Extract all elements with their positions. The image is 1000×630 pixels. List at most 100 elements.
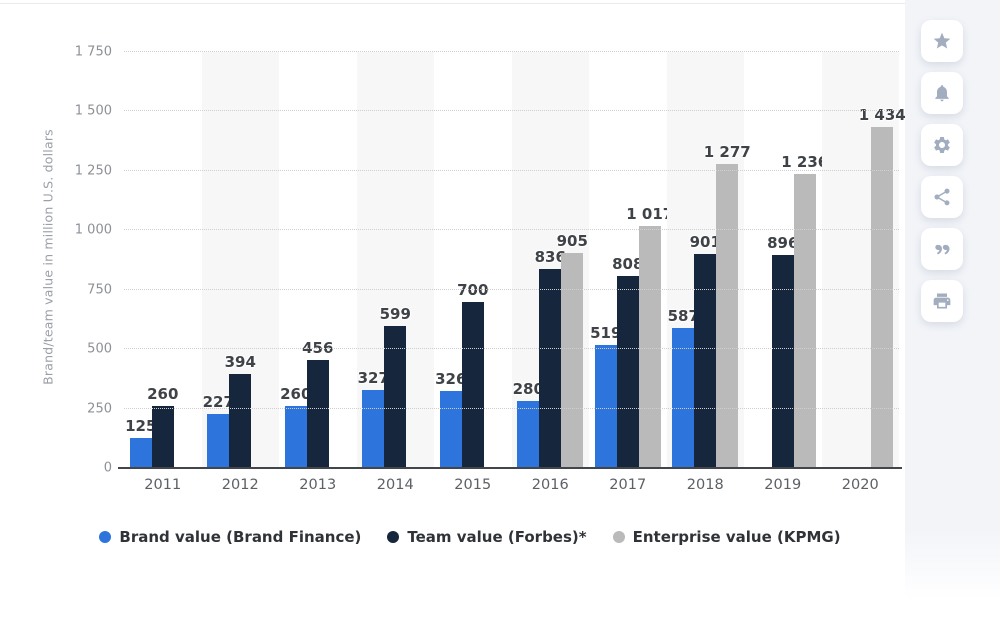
- action-sidebar: [905, 0, 1000, 600]
- legend-item[interactable]: Team value (Forbes)*: [387, 528, 587, 546]
- column-band-2017: 519 808 1 017: [589, 52, 673, 468]
- legend-item[interactable]: Enterprise value (KPMG): [612, 528, 841, 546]
- bar-value-label: 599: [379, 304, 411, 323]
- chart-legend: Brand value (Brand Finance) Team value (F…: [0, 528, 940, 546]
- bar-value-label: 326: [435, 369, 467, 388]
- legend-label: Brand value (Brand Finance): [119, 528, 362, 546]
- legend-label: Enterprise value (KPMG): [632, 528, 841, 546]
- bell-icon: [935, 85, 949, 102]
- gridline-1500: [124, 110, 899, 112]
- bar-value-label: 519: [590, 323, 622, 342]
- chart-container: Brand/team value in million U.S. dollars…: [0, 45, 906, 547]
- x-axis-label-2015: 2015: [454, 477, 492, 493]
- y-tick-label-0: 0: [103, 460, 112, 476]
- bar-2013-series0[interactable]: 260: [280, 385, 311, 468]
- bar-value-label: 1 017: [626, 205, 674, 224]
- bar-value-label: 905: [556, 231, 588, 250]
- share-icon: [934, 188, 950, 206]
- settings-button[interactable]: [921, 124, 963, 166]
- bar-2011-series0[interactable]: 125: [125, 417, 156, 468]
- bar-2012-series0[interactable]: 227: [203, 393, 234, 468]
- column-band-2016: 280 836 905: [511, 52, 589, 468]
- x-axis-label-2017: 2017: [609, 477, 647, 493]
- bar-value-label: 456: [302, 338, 334, 357]
- bar-2017-series0[interactable]: 519: [590, 324, 621, 468]
- top-divider: [0, 3, 905, 4]
- bar-value-label: 836: [534, 248, 566, 267]
- bar-2016-series2[interactable]: 905: [557, 232, 588, 468]
- bar-value-label: 1 236: [781, 153, 829, 172]
- column-band-2018: 587 901 1 277: [666, 52, 751, 468]
- column-band-2019: 896 1 236: [744, 52, 828, 468]
- x-axis-label-2016: 2016: [531, 477, 569, 493]
- column-band-2015: 326 700: [434, 52, 512, 468]
- bar-value-label: 280: [512, 380, 544, 399]
- bar-value-label: 587: [667, 307, 699, 326]
- printer-icon: [933, 293, 951, 309]
- bar-2018-series2[interactable]: 1 277: [704, 143, 751, 468]
- notifications-button[interactable]: [921, 72, 963, 114]
- gridline-1250: [124, 169, 899, 171]
- bar-2019-series1[interactable]: 896: [767, 234, 798, 468]
- bar-value-label: 901: [689, 232, 721, 251]
- bar-2014-series0[interactable]: 327: [358, 369, 389, 468]
- legend-label: Team value (Forbes)*: [407, 528, 587, 546]
- bar-value-label: 125: [125, 417, 157, 436]
- legend-dot: [612, 531, 625, 543]
- y-tick-label-750: 750: [87, 282, 112, 298]
- bar-value-label: 808: [612, 254, 644, 273]
- star-icon: [933, 32, 951, 49]
- bar-2020-series2[interactable]: 1 434: [859, 106, 906, 468]
- bar-2016-series1[interactable]: 836: [535, 248, 566, 468]
- y-tick-label-500: 500: [87, 341, 112, 357]
- quote-icon: [935, 244, 950, 255]
- column-band-2013: 260 456: [279, 52, 357, 468]
- x-axis-labels: 2011 2012 2013 2014 2015 2016 2017 2018 2019 2020: [124, 477, 899, 493]
- bar-2013-series1[interactable]: 456: [302, 339, 333, 468]
- y-tick-label-1 000: 1 000: [74, 222, 112, 238]
- x-axis-label-2019: 2019: [764, 477, 802, 493]
- legend-item[interactable]: Brand value (Brand Finance): [99, 528, 361, 546]
- column-band-2014: 327 599: [356, 52, 434, 468]
- bar-2017-series1[interactable]: 808: [612, 255, 643, 468]
- legend-dot: [99, 531, 112, 543]
- favorite-button[interactable]: [921, 20, 963, 62]
- x-axis-label-2014: 2014: [376, 477, 414, 493]
- bar-value-label: 1 277: [703, 143, 751, 162]
- bar-value-label: 1 434: [858, 106, 906, 125]
- y-tick-label-1 500: 1 500: [74, 103, 112, 119]
- print-button[interactable]: [921, 280, 963, 322]
- bar-2018-series1[interactable]: 901: [690, 233, 721, 468]
- bar-value-label: 227: [202, 393, 234, 412]
- column-band-2020: 1 434: [821, 52, 906, 468]
- bar-2017-series2[interactable]: 1 017: [626, 205, 673, 468]
- bar-2012-series1[interactable]: 394: [225, 353, 256, 468]
- bar-2019-series2[interactable]: 1 236: [781, 153, 828, 468]
- gear-icon: [934, 137, 950, 153]
- bar-2015-series1[interactable]: 700: [457, 281, 488, 468]
- bar-value-label: 896: [767, 234, 799, 253]
- share-button[interactable]: [921, 176, 963, 218]
- legend-dot: [387, 531, 400, 543]
- y-axis-ticks: 0 250 500 750 1 000 1 250 1 500 1 750: [0, 45, 112, 476]
- x-axis-label-2018: 2018: [686, 477, 724, 493]
- bar-value-label: 327: [357, 369, 389, 388]
- gridline-250: [124, 407, 899, 409]
- x-axis-label-2011: 2011: [144, 477, 182, 493]
- y-tick-label-1 250: 1 250: [74, 163, 112, 179]
- plot-area: 125 260 227 394 260 456 327 599 326 700 280 836 905 5…: [124, 51, 906, 468]
- bar-value-label: 260: [280, 385, 312, 404]
- bar-2015-series0[interactable]: 326: [435, 370, 466, 468]
- gridline-1000: [124, 229, 899, 231]
- bar-2016-series0[interactable]: 280: [513, 380, 544, 468]
- gridline-750: [124, 288, 899, 290]
- column-band-2012: 227 394: [201, 52, 279, 468]
- bar-2014-series1[interactable]: 599: [380, 305, 411, 468]
- y-tick-label-250: 250: [87, 401, 112, 417]
- gridline-1750: [124, 51, 899, 52]
- x-axis-label-2020: 2020: [841, 477, 879, 493]
- x-axis-line: [118, 467, 902, 469]
- bar-2018-series0[interactable]: 587: [668, 307, 699, 468]
- citation-button[interactable]: [921, 228, 963, 270]
- bar-2011-series1[interactable]: 260: [147, 385, 178, 468]
